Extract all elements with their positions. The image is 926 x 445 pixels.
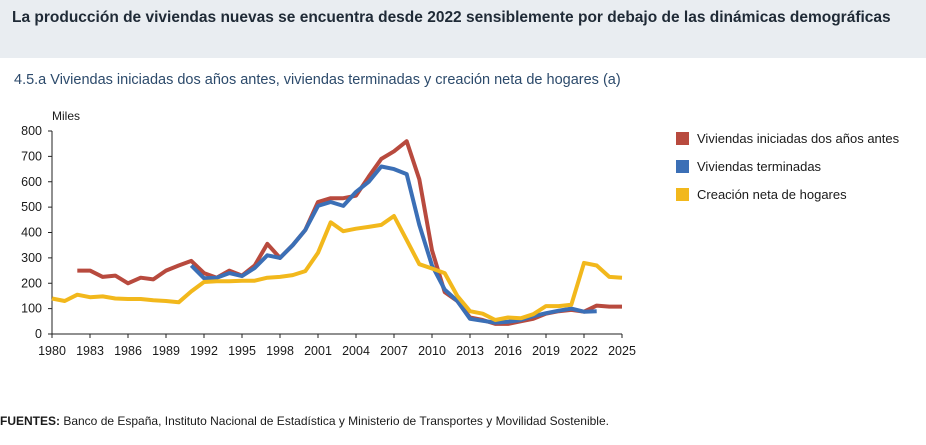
y-tick-label: 400 — [21, 226, 42, 240]
y-tick-label: 500 — [21, 200, 42, 214]
legend-label: Viviendas iniciadas dos años antes — [697, 130, 900, 146]
x-tick-label: 2004 — [342, 344, 370, 358]
chart-legend: Viviendas iniciadas dos años antes Vivien… — [676, 124, 899, 208]
x-tick-label: 2025 — [608, 344, 636, 358]
x-tick-label: 2007 — [380, 344, 408, 358]
legend-label: Viviendas terminadas — [697, 158, 822, 174]
x-tick-label: 1980 — [38, 344, 66, 358]
y-tick-label: 700 — [21, 149, 42, 163]
page-title: La producción de viviendas nuevas se enc… — [12, 9, 891, 26]
y-tick-label: 200 — [21, 276, 42, 290]
series-line-3 — [51, 214, 623, 322]
header-band: La producción de viviendas nuevas se enc… — [0, 0, 926, 58]
x-tick-label: 2019 — [532, 344, 560, 358]
x-tick-label: 1998 — [266, 344, 294, 358]
source-text: Banco de España, Instituto Nacional de E… — [60, 414, 609, 428]
legend-item: Viviendas terminadas — [676, 152, 899, 180]
y-axis-unit-label: Miles — [52, 109, 81, 123]
y-tick-label: 600 — [21, 175, 42, 189]
source-note: FUENTES: Banco de España, Instituto Naci… — [0, 414, 609, 428]
chart-subtitle: 4.5.a Viviendas iniciadas dos años antes… — [14, 72, 621, 88]
x-tick-label: 2001 — [304, 344, 332, 358]
series-line-2 — [189, 164, 597, 325]
y-tick-label: 100 — [21, 302, 42, 316]
legend-item: Creación neta de hogares — [676, 180, 899, 208]
source-label: FUENTES: — [0, 414, 60, 428]
x-tick-label: 1992 — [190, 344, 218, 358]
y-tick-label: 0 — [35, 327, 42, 341]
y-tick-label: 800 — [21, 124, 42, 138]
x-tick-label: 2010 — [418, 344, 446, 358]
x-tick-label: 2016 — [494, 344, 522, 358]
legend-swatch — [676, 131, 689, 145]
series-line-1 — [77, 139, 622, 326]
legend-label: Creación neta de hogares — [697, 186, 847, 202]
x-tick-label: 1983 — [76, 344, 104, 358]
x-tick-label: 1986 — [114, 344, 142, 358]
x-tick-label: 1995 — [228, 344, 256, 358]
legend-swatch — [676, 159, 689, 173]
x-tick-label: 2022 — [570, 344, 598, 358]
legend-swatch — [676, 187, 689, 201]
x-tick-label: 2013 — [456, 344, 484, 358]
legend-item: Viviendas iniciadas dos años antes — [676, 124, 899, 152]
x-tick-label: 1989 — [152, 344, 180, 358]
y-tick-label: 300 — [21, 251, 42, 265]
